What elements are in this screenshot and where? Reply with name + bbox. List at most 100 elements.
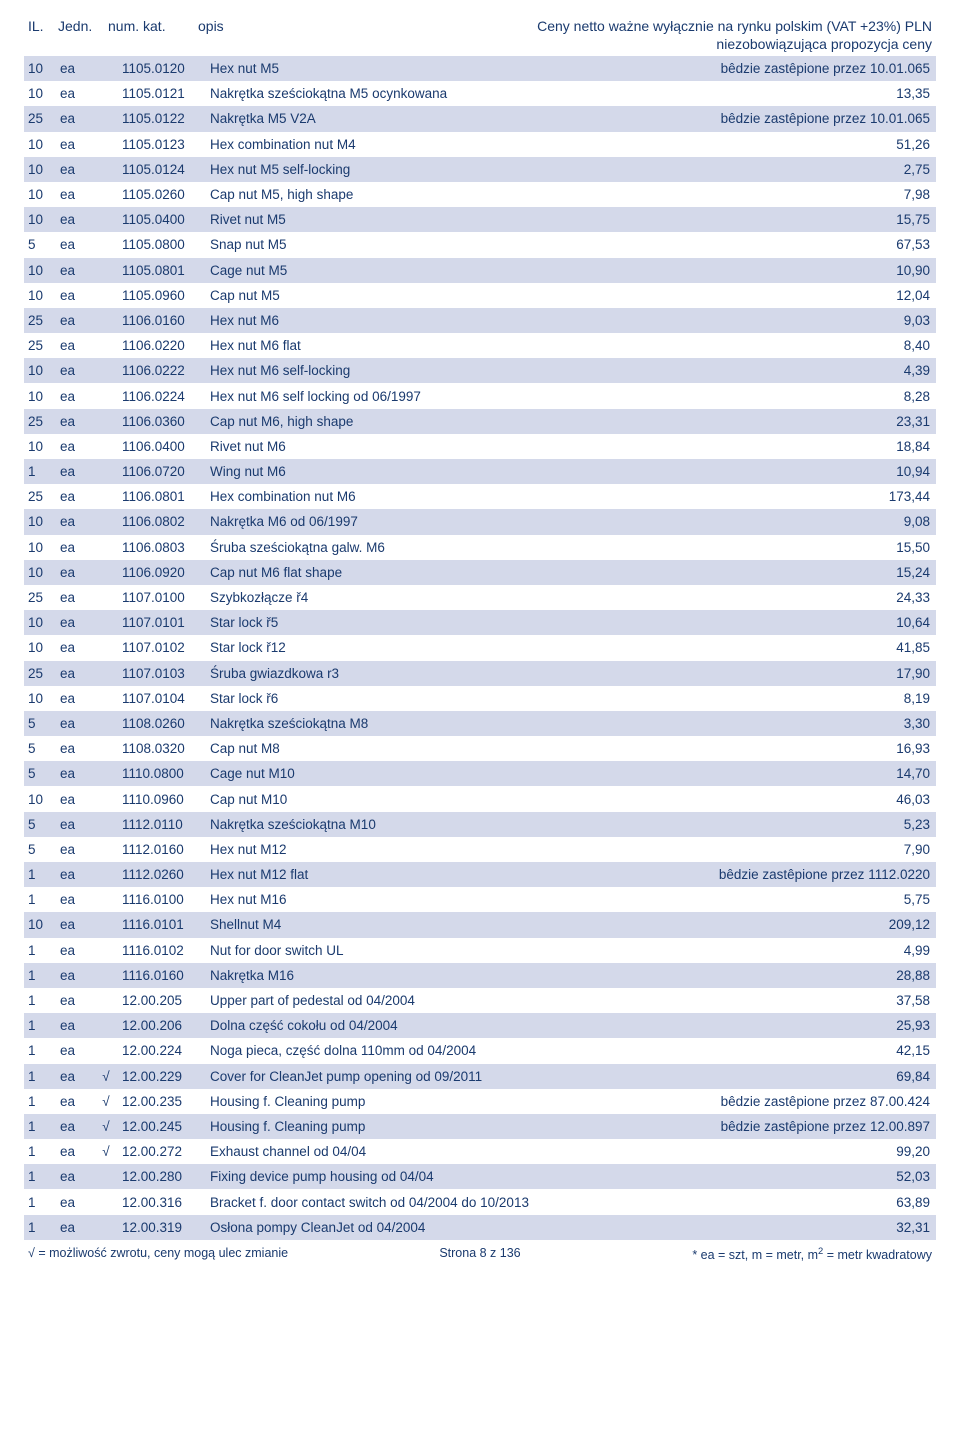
cell-check	[94, 106, 118, 131]
cell-check	[94, 383, 118, 408]
cell-desc: Nakrętka M16	[206, 963, 706, 988]
cell-price: 32,31	[706, 1215, 936, 1240]
table-row: 10ea1105.0121Nakrętka sześciokątna M5 oc…	[24, 81, 936, 106]
table-row: 25ea1106.0801Hex combination nut M6173,4…	[24, 484, 936, 509]
cell-desc: Housing f. Cleaning pump	[206, 1114, 706, 1139]
cell-qty: 10	[24, 56, 56, 81]
cell-qty: 25	[24, 308, 56, 333]
cell-price: 2,75	[706, 157, 936, 182]
cell-price: 15,50	[706, 535, 936, 560]
table-row: 5ea1108.0260Nakrętka sześciokątna M83,30	[24, 711, 936, 736]
cell-check	[94, 434, 118, 459]
cell-check: √	[94, 1089, 118, 1114]
cell-desc: Bracket f. door contact switch od 04/200…	[206, 1189, 706, 1214]
cell-code: 1105.0960	[118, 283, 206, 308]
cell-desc: Cage nut M5	[206, 258, 706, 283]
cell-qty: 5	[24, 736, 56, 761]
cell-unit: ea	[56, 484, 94, 509]
cell-price: 18,84	[706, 434, 936, 459]
cell-price: 12,04	[706, 283, 936, 308]
cell-code: 1107.0103	[118, 661, 206, 686]
cell-price: 4,39	[706, 358, 936, 383]
cell-price: 37,58	[706, 988, 936, 1013]
table-row: 10ea1107.0101Star lock ř510,64	[24, 610, 936, 635]
cell-price: bêdzie zastêpione przez 87.00.424	[706, 1089, 936, 1114]
cell-check	[94, 912, 118, 937]
cell-check	[94, 308, 118, 333]
cell-code: 1105.0800	[118, 232, 206, 257]
cell-qty: 25	[24, 106, 56, 131]
cell-check	[94, 409, 118, 434]
table-subheader: niezobowiązująca propozycja ceny	[24, 36, 936, 56]
cell-check	[94, 1215, 118, 1240]
cell-code: 1105.0120	[118, 56, 206, 81]
cell-check	[94, 1013, 118, 1038]
cell-code: 1116.0160	[118, 963, 206, 988]
cell-check	[94, 887, 118, 912]
table-row: 5ea1112.0110Nakrętka sześciokątna M105,2…	[24, 812, 936, 837]
cell-qty: 10	[24, 635, 56, 660]
cell-check: √	[94, 1114, 118, 1139]
table-row: 1ea1116.0160Nakrętka M1628,88	[24, 963, 936, 988]
table-row: 10ea1105.0801Cage nut M510,90	[24, 258, 936, 283]
cell-price: 99,20	[706, 1139, 936, 1164]
cell-check	[94, 258, 118, 283]
cell-desc: Hex nut M12 flat	[206, 862, 706, 887]
cell-check	[94, 837, 118, 862]
cell-price: 23,31	[706, 409, 936, 434]
cell-desc: Rivet nut M5	[206, 207, 706, 232]
cell-desc: Hex combination nut M4	[206, 132, 706, 157]
cell-code: 1107.0102	[118, 635, 206, 660]
cell-code: 1116.0101	[118, 912, 206, 937]
cell-check	[94, 535, 118, 560]
cell-price: 41,85	[706, 635, 936, 660]
table-row: 1ea1112.0260Hex nut M12 flatbêdzie zastê…	[24, 862, 936, 887]
cell-desc: Cap nut M6 flat shape	[206, 560, 706, 585]
cell-desc: Star lock ř5	[206, 610, 706, 635]
cell-unit: ea	[56, 887, 94, 912]
cell-check	[94, 232, 118, 257]
cell-unit: ea	[56, 106, 94, 131]
cell-desc: Nakrętka sześciokątna M10	[206, 812, 706, 837]
cell-qty: 10	[24, 383, 56, 408]
cell-qty: 25	[24, 333, 56, 358]
cell-unit: ea	[56, 963, 94, 988]
cell-check	[94, 484, 118, 509]
cell-unit: ea	[56, 1215, 94, 1240]
cell-unit: ea	[56, 182, 94, 207]
footer-left: √ = możliwość zwrotu, ceny mogą ulec zmi…	[28, 1246, 329, 1262]
cell-check	[94, 988, 118, 1013]
cell-unit: ea	[56, 711, 94, 736]
cell-unit: ea	[56, 736, 94, 761]
cell-unit: ea	[56, 81, 94, 106]
cell-qty: 1	[24, 1164, 56, 1189]
table-row: 10ea1105.0123Hex combination nut M451,26	[24, 132, 936, 157]
cell-check	[94, 560, 118, 585]
cell-unit: ea	[56, 459, 94, 484]
header-num: num. kat.	[108, 18, 198, 34]
price-list-page: IL. Jedn. num. kat. opis Ceny netto ważn…	[0, 0, 960, 1270]
cell-check	[94, 761, 118, 786]
cell-code: 1107.0100	[118, 585, 206, 610]
cell-check	[94, 157, 118, 182]
cell-desc: Cage nut M10	[206, 761, 706, 786]
cell-check	[94, 938, 118, 963]
cell-price: 7,98	[706, 182, 936, 207]
cell-desc: Hex combination nut M6	[206, 484, 706, 509]
cell-desc: Cap nut M8	[206, 736, 706, 761]
cell-desc: Szybkozłącze ř4	[206, 585, 706, 610]
price-table-body: 10ea1105.0120Hex nut M5bêdzie zastêpione…	[24, 56, 936, 1240]
cell-code: 1106.0920	[118, 560, 206, 585]
cell-code: 12.00.245	[118, 1114, 206, 1139]
cell-price: 3,30	[706, 711, 936, 736]
cell-price: 209,12	[706, 912, 936, 937]
cell-price: 13,35	[706, 81, 936, 106]
cell-code: 12.00.316	[118, 1189, 206, 1214]
cell-unit: ea	[56, 1139, 94, 1164]
cell-desc: Cap nut M5, high shape	[206, 182, 706, 207]
cell-code: 1110.0960	[118, 786, 206, 811]
cell-price: 15,24	[706, 560, 936, 585]
table-row: 10ea1106.0224Hex nut M6 self locking od …	[24, 383, 936, 408]
cell-unit: ea	[56, 635, 94, 660]
cell-price: 17,90	[706, 661, 936, 686]
